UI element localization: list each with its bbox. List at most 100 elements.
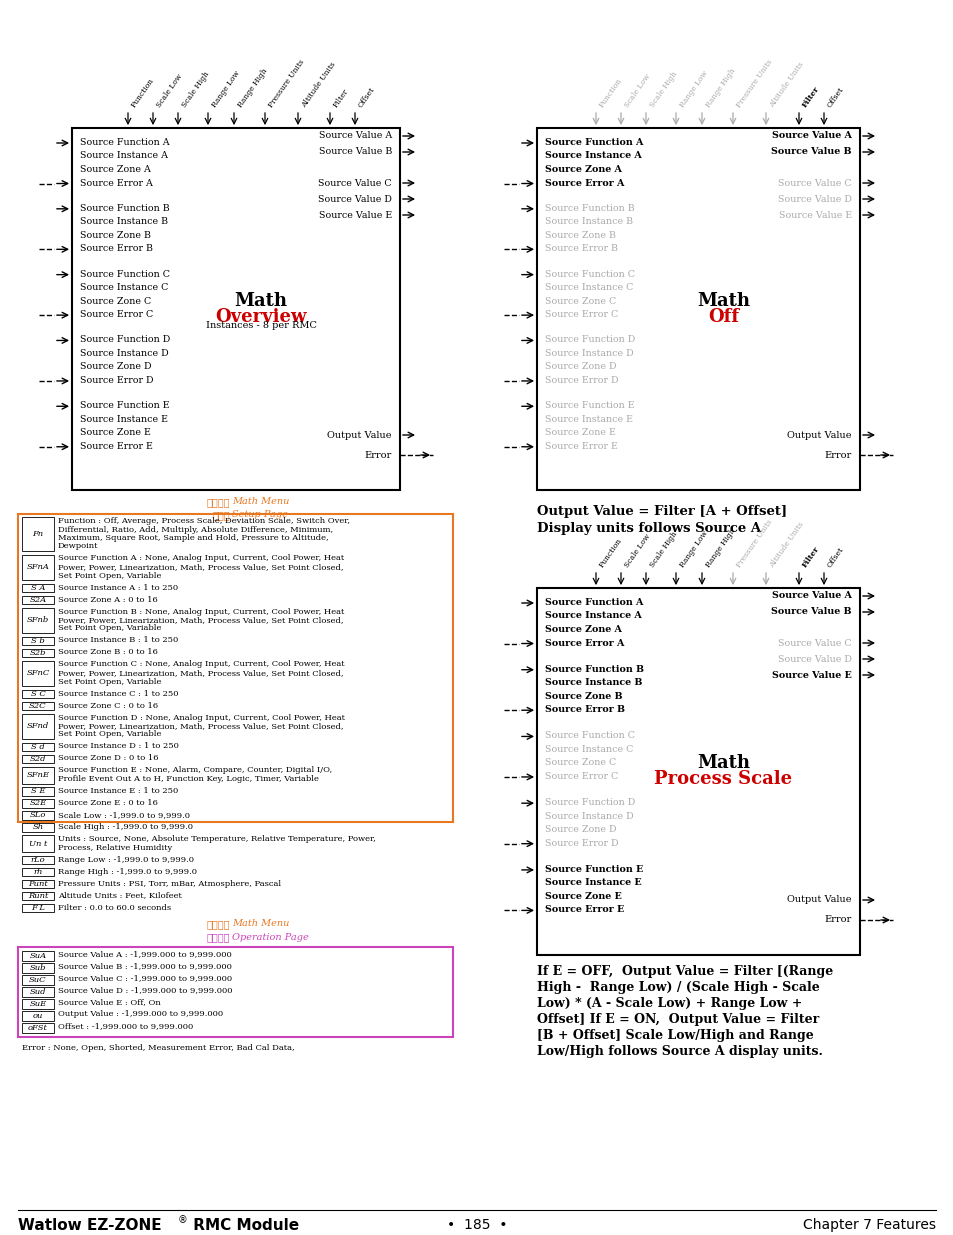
Text: האטם: האטם bbox=[206, 496, 230, 508]
Bar bbox=[22, 648, 54, 657]
Bar bbox=[22, 987, 54, 997]
Text: rh: rh bbox=[33, 868, 43, 876]
Text: Instances - 8 per RMC: Instances - 8 per RMC bbox=[205, 321, 316, 330]
Text: High -  Range Low) / (Scale High - Scale: High - Range Low) / (Scale High - Scale bbox=[537, 981, 819, 994]
Text: Source Value C: Source Value C bbox=[778, 179, 851, 188]
Text: Un t: Un t bbox=[29, 840, 47, 847]
Text: Source Value D: Source Value D bbox=[778, 194, 851, 204]
Text: Source Value D: Source Value D bbox=[778, 655, 851, 663]
Bar bbox=[22, 555, 54, 580]
Text: Source Error C: Source Error C bbox=[80, 310, 153, 319]
Text: S C: S C bbox=[30, 690, 46, 698]
Bar bbox=[22, 714, 54, 739]
Text: Error: Error bbox=[364, 451, 392, 459]
Text: Source Function D: Source Function D bbox=[544, 336, 635, 345]
Text: Source Instance C: Source Instance C bbox=[80, 283, 168, 293]
Text: Setup Page: Setup Page bbox=[232, 510, 288, 519]
Text: Set Point Open, Variable: Set Point Open, Variable bbox=[58, 572, 161, 579]
Text: Source Zone C: Source Zone C bbox=[544, 296, 616, 305]
Text: Source Error E: Source Error E bbox=[80, 442, 152, 451]
Text: Power, Power, Linearization, Math, Process Value, Set Point Closed,: Power, Power, Linearization, Math, Proce… bbox=[58, 722, 343, 730]
Text: Source Instance A: Source Instance A bbox=[544, 611, 641, 620]
Text: Pressure Units: Pressure Units bbox=[734, 517, 774, 569]
Text: S2b: S2b bbox=[30, 648, 46, 657]
Text: Power, Power, Linearization, Math, Process Value, Set Point Closed,: Power, Power, Linearization, Math, Proce… bbox=[58, 669, 343, 677]
Text: Source Instance D: Source Instance D bbox=[80, 350, 169, 358]
Text: Source Value E: Source Value E bbox=[318, 210, 392, 220]
Text: RMC Module: RMC Module bbox=[188, 1218, 299, 1233]
Text: Source Zone D: Source Zone D bbox=[544, 362, 616, 372]
Text: Source Instance D: Source Instance D bbox=[544, 350, 633, 358]
Bar bbox=[22, 867, 54, 876]
Text: SuC: SuC bbox=[30, 976, 47, 983]
Text: Punt: Punt bbox=[28, 879, 48, 888]
Text: SFnC: SFnC bbox=[27, 669, 50, 677]
Text: Source Value D: Source Value D bbox=[317, 194, 392, 204]
Text: Source Value B: Source Value B bbox=[771, 608, 851, 616]
Text: Offset] If E = ON,  Output Value = Filter: Offset] If E = ON, Output Value = Filter bbox=[537, 1013, 819, 1026]
Text: Source Zone A : 0 to 16: Source Zone A : 0 to 16 bbox=[58, 595, 157, 604]
Text: S A: S A bbox=[30, 584, 45, 592]
Text: Source Function D: Source Function D bbox=[544, 798, 635, 808]
Bar bbox=[22, 661, 54, 685]
Text: Source Instance B : 1 to 250: Source Instance B : 1 to 250 bbox=[58, 636, 178, 645]
Text: Source Error A: Source Error A bbox=[544, 638, 623, 647]
Bar bbox=[22, 951, 54, 961]
Text: Source Instance E : 1 to 250: Source Instance E : 1 to 250 bbox=[58, 787, 178, 795]
Text: S E: S E bbox=[30, 787, 45, 795]
Text: Scale High: Scale High bbox=[180, 70, 211, 109]
Text: Pressure Units: Pressure Units bbox=[267, 58, 306, 109]
Text: ou: ou bbox=[32, 1011, 43, 1020]
Text: Source Value D : -1,999.000 to 9,999.000: Source Value D : -1,999.000 to 9,999.000 bbox=[58, 987, 233, 994]
Text: Source Zone C: Source Zone C bbox=[544, 758, 616, 767]
Text: Source Function D : None, Analog Input, Current, Cool Power, Heat: Source Function D : None, Analog Input, … bbox=[58, 714, 345, 721]
Text: Scale High: Scale High bbox=[647, 530, 678, 569]
Text: Source Function D: Source Function D bbox=[80, 336, 170, 345]
Text: Power, Power, Linearization, Math, Process Value, Set Point Closed,: Power, Power, Linearization, Math, Proce… bbox=[58, 563, 343, 571]
Text: Source Function E: Source Function E bbox=[544, 401, 634, 410]
Text: Output Value : -1,999.000 to 9,999.000: Output Value : -1,999.000 to 9,999.000 bbox=[58, 1010, 223, 1019]
Text: SFnA: SFnA bbox=[27, 563, 50, 572]
Bar bbox=[22, 755, 54, 763]
Text: Source Zone D : 0 to 16: Source Zone D : 0 to 16 bbox=[58, 755, 158, 762]
Text: SFnb: SFnb bbox=[27, 616, 49, 624]
Text: Offset: Offset bbox=[825, 546, 845, 569]
Text: Pressure Units : PSI, Torr, mBar, Atmosphere, Pascal: Pressure Units : PSI, Torr, mBar, Atmosp… bbox=[58, 879, 281, 888]
Text: Scale High : -1,999.0 to 9,999.0: Scale High : -1,999.0 to 9,999.0 bbox=[58, 823, 193, 831]
Bar bbox=[22, 689, 54, 698]
Text: Source Error C: Source Error C bbox=[544, 310, 618, 319]
Bar bbox=[22, 517, 54, 551]
Text: Range High : -1,999.0 to 9,999.0: Range High : -1,999.0 to 9,999.0 bbox=[58, 867, 196, 876]
Bar bbox=[22, 1023, 54, 1032]
Text: Source Instance E: Source Instance E bbox=[544, 878, 641, 888]
Text: Source Zone D: Source Zone D bbox=[544, 825, 616, 834]
Bar bbox=[22, 962, 54, 972]
Bar bbox=[22, 823, 54, 831]
Bar bbox=[22, 999, 54, 1009]
Text: Range High: Range High bbox=[235, 67, 269, 109]
Bar bbox=[22, 742, 54, 751]
Bar bbox=[22, 1010, 54, 1020]
Text: Runt: Runt bbox=[28, 892, 49, 900]
Text: Source Zone E: Source Zone E bbox=[544, 429, 616, 437]
Text: Math: Math bbox=[697, 755, 749, 773]
Bar bbox=[22, 636, 54, 645]
Text: Scale Low: Scale Low bbox=[154, 73, 184, 109]
Text: Source Error D: Source Error D bbox=[544, 375, 618, 385]
Text: Low) * (A - Scale Low) + Range Low +: Low) * (A - Scale Low) + Range Low + bbox=[537, 997, 801, 1010]
Text: Source Zone B: Source Zone B bbox=[544, 692, 622, 700]
Bar bbox=[22, 595, 54, 604]
Text: Offset: Offset bbox=[825, 85, 845, 109]
Text: •  185  •: • 185 • bbox=[446, 1218, 507, 1233]
Text: Source Function C: Source Function C bbox=[544, 731, 635, 741]
Text: Fn: Fn bbox=[32, 530, 44, 538]
Text: Source Zone C: Source Zone C bbox=[80, 296, 152, 305]
Text: Overview: Overview bbox=[215, 308, 307, 326]
Bar bbox=[71, 128, 399, 490]
Text: Function: Function bbox=[598, 536, 623, 569]
Text: Scale Low: Scale Low bbox=[622, 532, 652, 569]
Text: Sud: Sud bbox=[30, 988, 46, 995]
Text: Source Zone C : 0 to 16: Source Zone C : 0 to 16 bbox=[58, 701, 158, 709]
Text: Source Zone E : 0 to 16: Source Zone E : 0 to 16 bbox=[58, 799, 157, 806]
Text: Scale High: Scale High bbox=[647, 70, 678, 109]
